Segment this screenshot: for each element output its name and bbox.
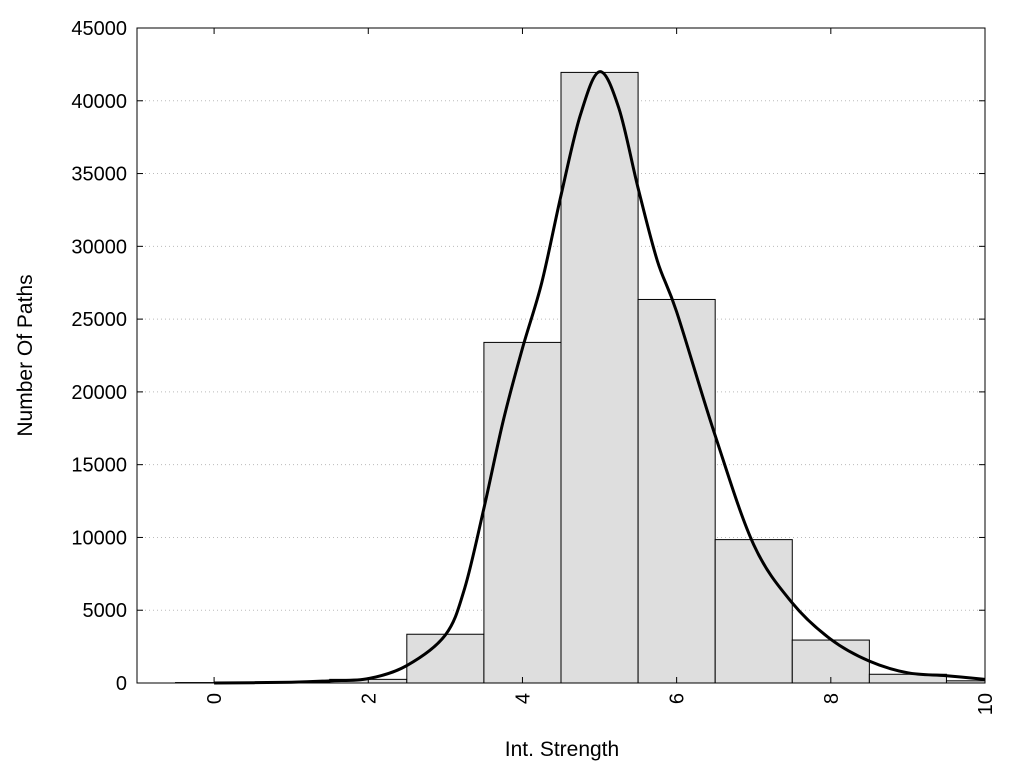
x-axis-title: Int. Strength — [505, 738, 619, 761]
y-tick-label: 40000 — [71, 91, 127, 113]
y-tick-label: 15000 — [71, 455, 127, 477]
density-curve — [214, 70, 986, 685]
plot-frame — [136, 27, 986, 684]
x-tick-label: 10 — [975, 693, 997, 715]
y-tick-label: 0 — [116, 673, 127, 695]
y-axis-ticks: 0 5000 10000 15000 20000 25000 30000 35000 40000… — [71, 18, 985, 695]
histogram-bar — [483, 341, 562, 684]
y-tick-label: 35000 — [71, 164, 127, 186]
histogram-bar — [791, 639, 870, 684]
histogram-bar — [714, 539, 793, 684]
y-tick-label: 5000 — [83, 600, 128, 622]
histogram-bar — [637, 298, 716, 684]
density-curve-line — [214, 70, 986, 685]
y-tick-label: 30000 — [71, 236, 127, 258]
x-tick-label: 2 — [358, 693, 380, 704]
x-tick-label: 8 — [821, 693, 843, 704]
x-tick-label: 4 — [512, 693, 534, 704]
x-tick-label: 6 — [667, 693, 689, 704]
histogram-bar — [560, 71, 639, 684]
y-tick-label: 25000 — [71, 309, 127, 331]
y-tick-label: 45000 — [71, 18, 127, 40]
x-axis-ticks: 0 2 4 6 8 10 — [204, 28, 997, 715]
y-axis-title: Number Of Paths — [14, 274, 37, 436]
y-tick-label: 10000 — [71, 527, 127, 549]
y-tick-label: 20000 — [71, 382, 127, 404]
histogram-bars — [175, 71, 986, 684]
x-tick-label: 0 — [204, 693, 226, 704]
